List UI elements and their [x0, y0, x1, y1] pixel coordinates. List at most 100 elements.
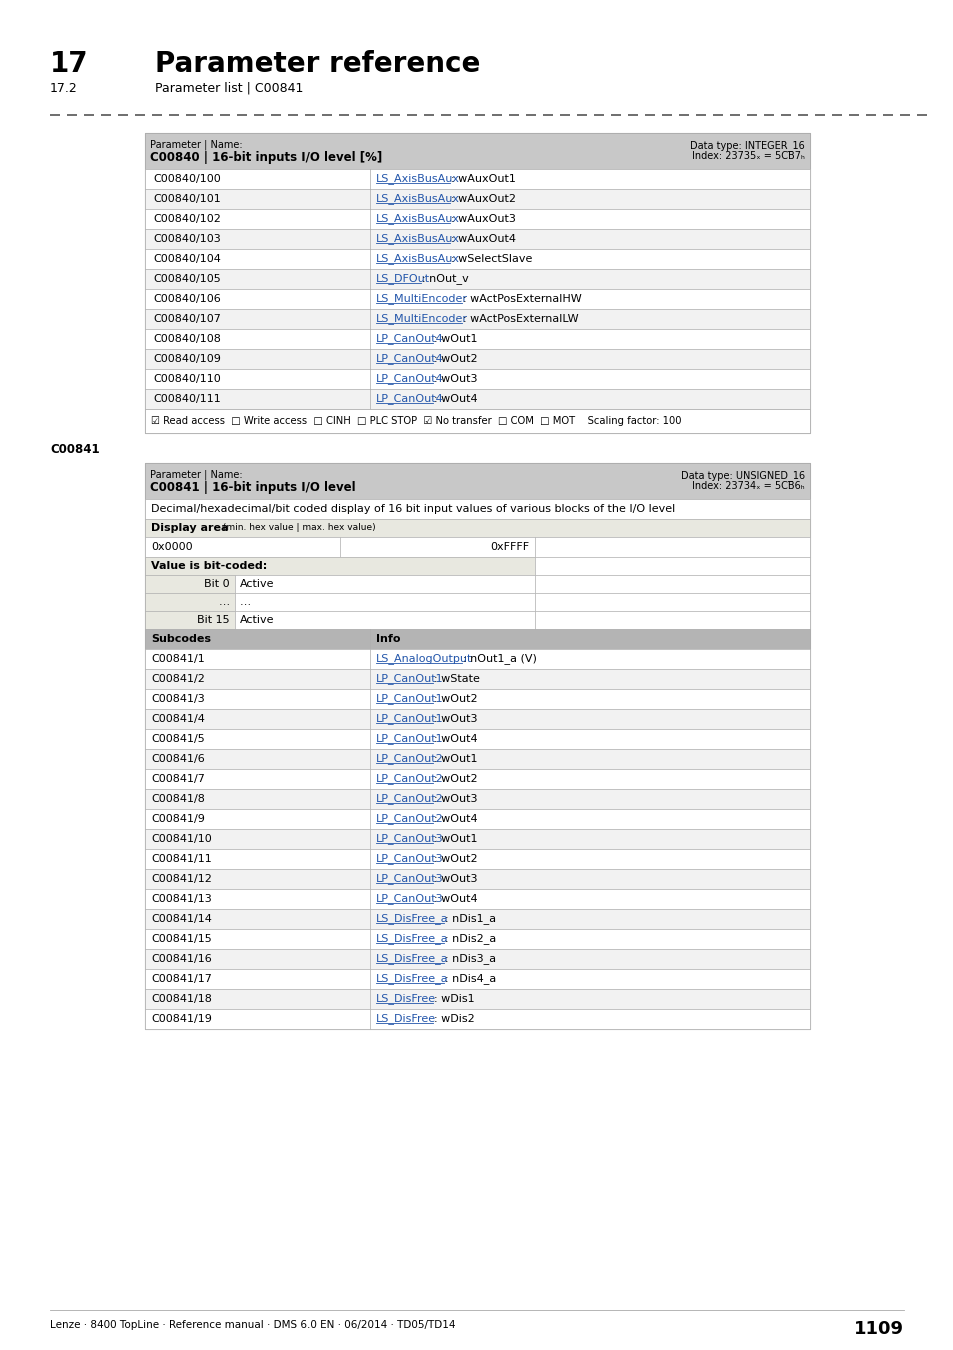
Bar — [339, 537, 535, 558]
Bar — [535, 612, 809, 629]
Text: C00840/111: C00840/111 — [152, 394, 220, 404]
Bar — [370, 788, 809, 809]
Bar — [145, 629, 370, 649]
Text: C00840/103: C00840/103 — [152, 234, 220, 244]
Text: LS_AxisBusAux: LS_AxisBusAux — [375, 193, 459, 204]
Text: Data type: INTEGER_16: Data type: INTEGER_16 — [690, 140, 804, 151]
Bar — [370, 849, 809, 869]
Bar — [145, 289, 809, 309]
Text: ☑ Read access  □ Write access  □ CINH  □ PLC STOP  ☑ No transfer  □ COM  □ MOT  : ☑ Read access □ Write access □ CINH □ PL… — [151, 416, 680, 427]
Text: LP_CanOut2: LP_CanOut2 — [375, 794, 443, 805]
Text: C00841/6: C00841/6 — [151, 755, 205, 764]
Bar — [370, 929, 809, 949]
Text: LS_AxisBusAux: LS_AxisBusAux — [375, 213, 459, 224]
Text: : nDis4_a: : nDis4_a — [445, 973, 497, 984]
Text: Active: Active — [240, 616, 274, 625]
Bar — [145, 518, 809, 537]
Text: C00840/106: C00840/106 — [152, 294, 220, 304]
Bar — [234, 612, 535, 629]
Text: LS_DisFree: LS_DisFree — [375, 994, 436, 1004]
Bar — [145, 909, 370, 929]
Text: …: … — [218, 597, 230, 608]
Text: Active: Active — [240, 579, 274, 589]
Bar — [145, 593, 234, 612]
Bar — [145, 949, 370, 969]
Text: : wOut2: : wOut2 — [434, 694, 476, 703]
Text: C00841/10: C00841/10 — [151, 834, 212, 844]
Text: : wAuxOut4: : wAuxOut4 — [451, 234, 516, 244]
Text: LS_AxisBusAux: LS_AxisBusAux — [375, 174, 459, 185]
Text: LP_CanOut2: LP_CanOut2 — [375, 814, 443, 825]
Text: Bit 0: Bit 0 — [204, 579, 230, 589]
Text: : wOut2: : wOut2 — [434, 774, 476, 784]
Bar — [370, 969, 809, 990]
Bar — [145, 809, 370, 829]
Text: : wOut3: : wOut3 — [434, 714, 476, 724]
Text: C00841/18: C00841/18 — [151, 994, 212, 1004]
Bar — [535, 575, 809, 593]
Bar — [145, 134, 809, 433]
Text: : wAuxOut1: : wAuxOut1 — [451, 174, 516, 184]
Text: (min. hex value | max. hex value): (min. hex value | max. hex value) — [220, 524, 375, 532]
Text: C00840/104: C00840/104 — [152, 254, 221, 265]
Text: C00841/14: C00841/14 — [151, 914, 212, 923]
Text: LS_DisFree: LS_DisFree — [375, 1014, 436, 1025]
Text: : wOut1: : wOut1 — [434, 834, 476, 844]
Text: LP_CanOut1: LP_CanOut1 — [375, 733, 443, 744]
Text: : nDis1_a: : nDis1_a — [445, 914, 496, 925]
Text: C00841/19: C00841/19 — [151, 1014, 212, 1025]
Bar — [145, 389, 809, 409]
Text: : wOut2: : wOut2 — [434, 855, 476, 864]
Bar — [145, 209, 809, 230]
Text: 17: 17 — [50, 50, 89, 78]
Bar — [145, 269, 809, 289]
Bar — [370, 629, 809, 649]
Text: C00840 | 16-bit inputs I/O level [%]: C00840 | 16-bit inputs I/O level [%] — [150, 151, 382, 163]
Text: LP_CanOut3: LP_CanOut3 — [375, 833, 443, 845]
Bar — [145, 350, 809, 369]
Text: : wActPosExternalLW: : wActPosExternalLW — [462, 315, 578, 324]
Bar — [145, 500, 809, 518]
Bar — [370, 670, 809, 688]
Bar — [370, 749, 809, 770]
Text: C00841/7: C00841/7 — [151, 774, 205, 784]
Text: LP_CanOut3: LP_CanOut3 — [375, 873, 443, 884]
Text: Parameter reference: Parameter reference — [154, 50, 480, 78]
Text: : wAuxOut2: : wAuxOut2 — [451, 194, 516, 204]
Bar — [145, 248, 809, 269]
Bar — [370, 990, 809, 1008]
Text: : wAuxOut3: : wAuxOut3 — [451, 215, 516, 224]
Text: Parameter | Name:: Parameter | Name: — [150, 470, 242, 481]
Bar — [145, 869, 370, 890]
Bar — [145, 688, 370, 709]
Bar — [145, 558, 535, 575]
Text: : wOut1: : wOut1 — [434, 755, 476, 764]
Text: : wSelectSlave: : wSelectSlave — [451, 254, 532, 265]
Text: C00840/110: C00840/110 — [152, 374, 220, 383]
Text: Index: 23734ₓ = 5CB6ₕ: Index: 23734ₓ = 5CB6ₕ — [692, 481, 804, 491]
Bar — [145, 1008, 370, 1029]
Text: C00841/15: C00841/15 — [151, 934, 212, 944]
Text: …: … — [240, 597, 251, 608]
Text: C00841/11: C00841/11 — [151, 855, 212, 864]
Bar — [535, 593, 809, 612]
Text: : wOut3: : wOut3 — [434, 794, 476, 805]
Bar — [145, 329, 809, 350]
Bar — [370, 829, 809, 849]
Bar — [145, 463, 809, 500]
Bar — [145, 849, 370, 869]
Text: C00841/13: C00841/13 — [151, 894, 212, 904]
Text: C00841: C00841 — [50, 443, 99, 456]
Bar — [535, 537, 809, 558]
Bar — [145, 729, 370, 749]
Text: LP_CanOut4: LP_CanOut4 — [375, 394, 443, 405]
Text: C00840/105: C00840/105 — [152, 274, 220, 284]
Text: : nDis3_a: : nDis3_a — [445, 953, 496, 964]
Bar — [145, 990, 370, 1008]
Text: : wOut4: : wOut4 — [434, 814, 476, 824]
Bar — [145, 890, 370, 909]
Text: LP_CanOut4: LP_CanOut4 — [375, 333, 443, 344]
Text: Info: Info — [375, 634, 400, 644]
Bar — [145, 969, 370, 990]
Text: C00841/1: C00841/1 — [151, 653, 205, 664]
